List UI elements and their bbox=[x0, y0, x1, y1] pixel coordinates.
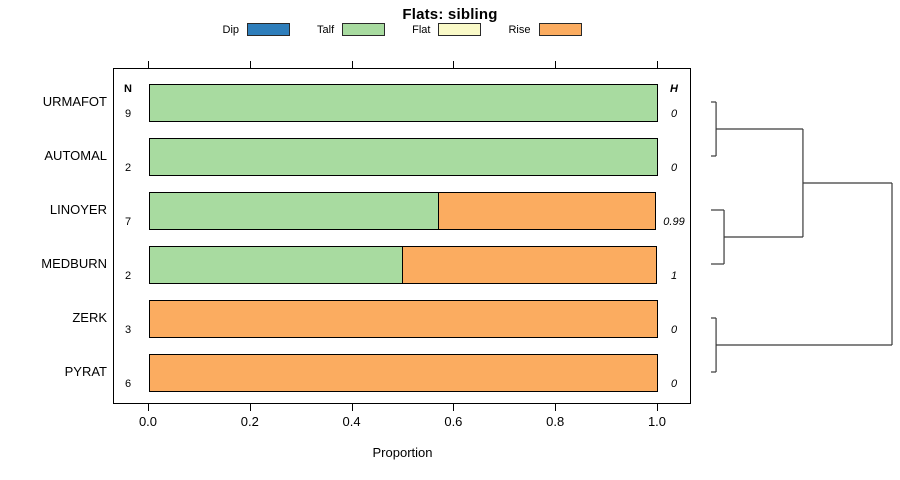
axis-tick-label: 0.0 bbox=[138, 414, 158, 429]
bar-pyrat bbox=[149, 354, 658, 392]
axis-tick-top bbox=[148, 61, 149, 68]
x-axis-title: Proportion bbox=[372, 445, 433, 460]
n-value: 7 bbox=[124, 216, 132, 228]
h-value: 0 bbox=[670, 378, 678, 390]
legend-label: Flat bbox=[412, 23, 431, 36]
axis-tick-label: 0.4 bbox=[342, 414, 361, 429]
row-label-pyrat: PYRAT bbox=[64, 364, 107, 379]
axis-tick-label: 0.6 bbox=[444, 414, 463, 429]
legend-swatch-talf bbox=[342, 23, 386, 36]
row-label-medburn: MEDBURN bbox=[41, 256, 107, 271]
h-column-header: H bbox=[670, 83, 678, 95]
axis-tick-top bbox=[555, 61, 557, 68]
axis-tick-top bbox=[453, 61, 455, 68]
legend-item-flat: Flat bbox=[412, 23, 482, 36]
plot-area: N H 9 0 2 0 7 0.99 2 1 3 0 6 0 bbox=[113, 68, 691, 404]
bar-segment-rise bbox=[438, 192, 657, 230]
bar-segment-rise bbox=[402, 246, 657, 284]
n-value: 6 bbox=[124, 378, 132, 390]
bar-automal bbox=[149, 138, 658, 176]
h-value: 0 bbox=[670, 108, 678, 120]
axis-tick-top bbox=[657, 61, 658, 68]
row-label-automal: AUTOMAL bbox=[44, 148, 107, 163]
h-value: 0 bbox=[670, 324, 678, 336]
bar-segment-talf bbox=[149, 84, 658, 122]
axis-tick-bottom bbox=[555, 404, 557, 411]
n-value: 2 bbox=[124, 270, 132, 282]
axis-tick-top bbox=[351, 61, 353, 68]
n-value: 2 bbox=[124, 162, 132, 174]
bar-segment-talf bbox=[149, 138, 658, 176]
row-label-zerk: ZERK bbox=[72, 310, 107, 325]
bar-urmafot bbox=[149, 84, 658, 122]
legend-swatch-rise bbox=[538, 23, 582, 36]
bar-segment-rise bbox=[149, 300, 658, 338]
row-label-linoyer: LINOYER bbox=[49, 202, 107, 217]
legend-label: Dip bbox=[222, 23, 240, 36]
h-value: 1 bbox=[670, 270, 678, 282]
legend-swatch-flat bbox=[438, 23, 482, 36]
legend-item-dip: Dip bbox=[223, 23, 291, 36]
bar-medburn bbox=[149, 246, 658, 284]
bar-zerk bbox=[149, 300, 658, 338]
bar-linoyer bbox=[149, 192, 658, 230]
axis-tick-top bbox=[249, 61, 251, 68]
axis-tick-bottom bbox=[249, 404, 251, 411]
n-value: 3 bbox=[124, 324, 132, 336]
n-column-header: N bbox=[124, 83, 132, 95]
bar-segment-rise bbox=[149, 354, 658, 392]
axis-tick-label: 1.0 bbox=[647, 414, 667, 429]
h-value: 0 bbox=[670, 162, 678, 174]
legend-item-rise: Rise bbox=[508, 23, 582, 36]
bar-segment-talf bbox=[149, 192, 440, 230]
chart-title: Flats: sibling bbox=[402, 6, 498, 23]
axis-tick-label: 0.8 bbox=[546, 414, 565, 429]
axis-tick-bottom bbox=[657, 404, 658, 411]
axis-tick-label: 0.2 bbox=[240, 414, 259, 429]
legend-item-talf: Talf bbox=[317, 23, 386, 36]
h-value: 0.99 bbox=[663, 216, 685, 228]
legend: Dip Talf Flat Rise bbox=[113, 21, 691, 38]
legend-label: Rise bbox=[508, 23, 531, 36]
row-label-urmafot: URMAFOT bbox=[42, 94, 107, 109]
axis-tick-bottom bbox=[351, 404, 353, 411]
n-value: 9 bbox=[124, 108, 132, 120]
axis-tick-bottom bbox=[453, 404, 455, 411]
axis-tick-bottom bbox=[148, 404, 149, 411]
legend-swatch-dip bbox=[247, 23, 291, 36]
bar-segment-talf bbox=[149, 246, 404, 284]
legend-label: Talf bbox=[317, 23, 335, 36]
